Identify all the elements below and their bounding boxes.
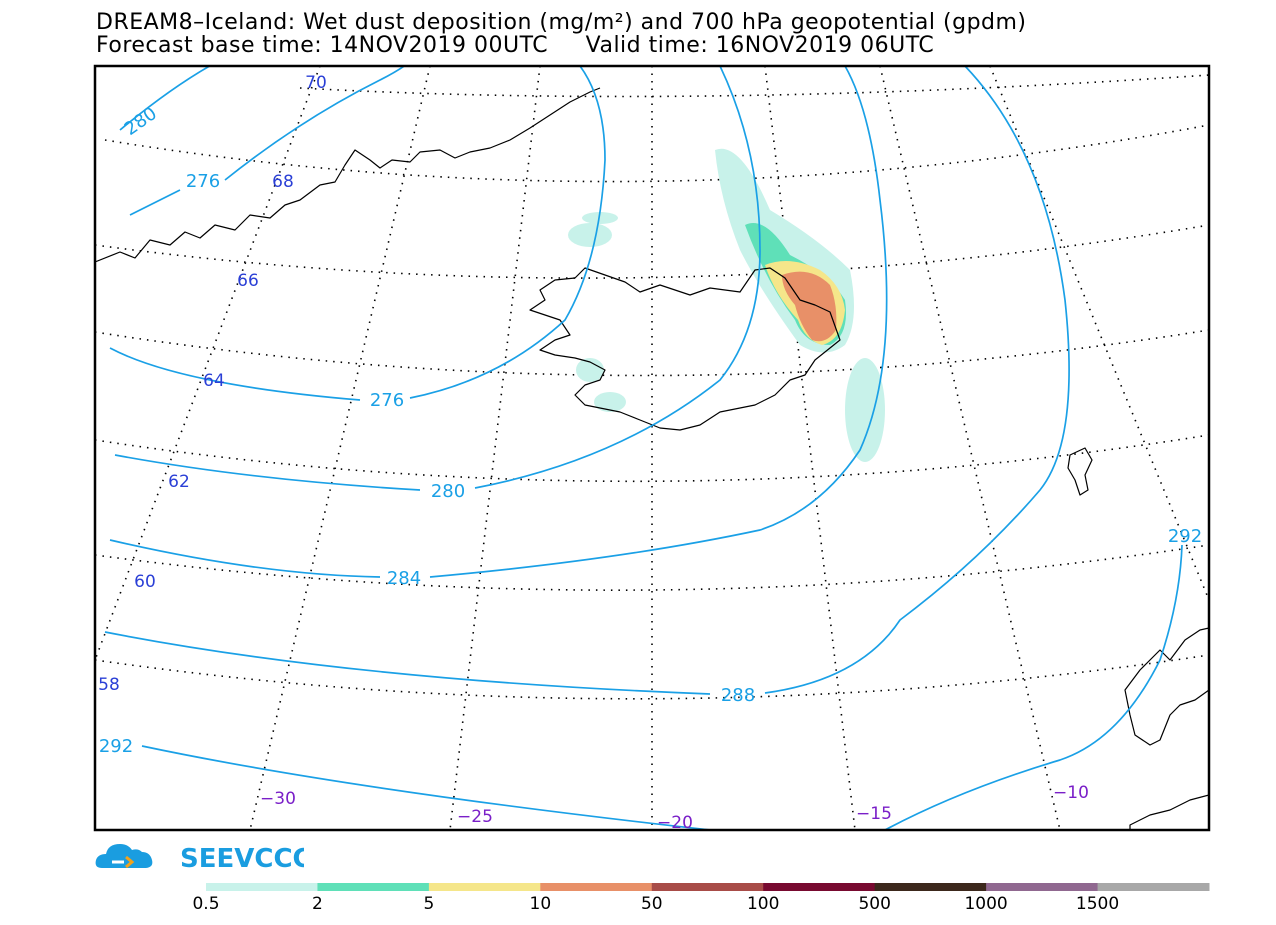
- geopotential-contours: [104, 66, 1183, 830]
- contour-label-292-right: 292: [1168, 526, 1202, 547]
- map-title: DREAM8–Iceland: Wet dust deposition (mg/…: [96, 10, 1027, 35]
- logo-text: SEEVCCC: [180, 844, 304, 872]
- lat-label-60: 60: [134, 572, 156, 592]
- contour-label-280-top: 280: [121, 103, 161, 140]
- latitude-gridlines: [95, 74, 1209, 700]
- contour-label-280: 280: [431, 481, 465, 502]
- lat-label-58: 58: [98, 675, 120, 695]
- arrow-icon: [125, 855, 135, 869]
- seevccc-logo: SEEVCCC: [95, 844, 304, 872]
- lat-label-68: 68: [272, 172, 294, 192]
- lat-label-70: 70: [305, 73, 327, 93]
- lon-label-20w: −20: [657, 813, 693, 833]
- contour-label-276-left: 276: [186, 171, 220, 192]
- lon-label-30w: −30: [260, 789, 296, 809]
- contour-label-276: 276: [370, 390, 404, 411]
- contour-label-292-left: 292: [99, 736, 133, 757]
- lon-label-15w: −15: [856, 804, 892, 824]
- contour-label-288: 288: [721, 685, 755, 706]
- cloud-icon: [95, 844, 153, 868]
- lon-label-25w: −25: [457, 807, 493, 827]
- longitude-gridlines: [95, 66, 1209, 830]
- map-frame: [93, 64, 1211, 832]
- lat-label-64: 64: [203, 371, 225, 391]
- forecast-times: Forecast base time: 14NOV2019 00UTC Vali…: [96, 33, 935, 58]
- dust-deposition-shading: [568, 148, 885, 462]
- coastlines: [95, 87, 1209, 830]
- contour-label-284: 284: [387, 568, 421, 589]
- lat-label-66: 66: [237, 271, 259, 291]
- lon-label-10w: −10: [1053, 783, 1089, 803]
- lat-label-62: 62: [168, 472, 190, 492]
